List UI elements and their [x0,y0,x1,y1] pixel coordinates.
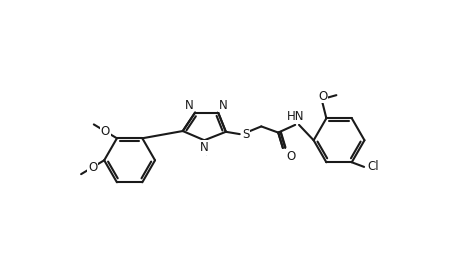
Text: O: O [318,90,327,103]
Text: O: O [286,150,295,163]
Text: S: S [242,128,249,141]
Text: N: N [185,99,193,112]
Text: HN: HN [287,110,304,123]
Text: N: N [219,99,228,112]
Text: N: N [200,141,209,154]
Text: Cl: Cl [367,160,379,173]
Text: O: O [88,161,97,174]
Text: O: O [101,125,110,138]
